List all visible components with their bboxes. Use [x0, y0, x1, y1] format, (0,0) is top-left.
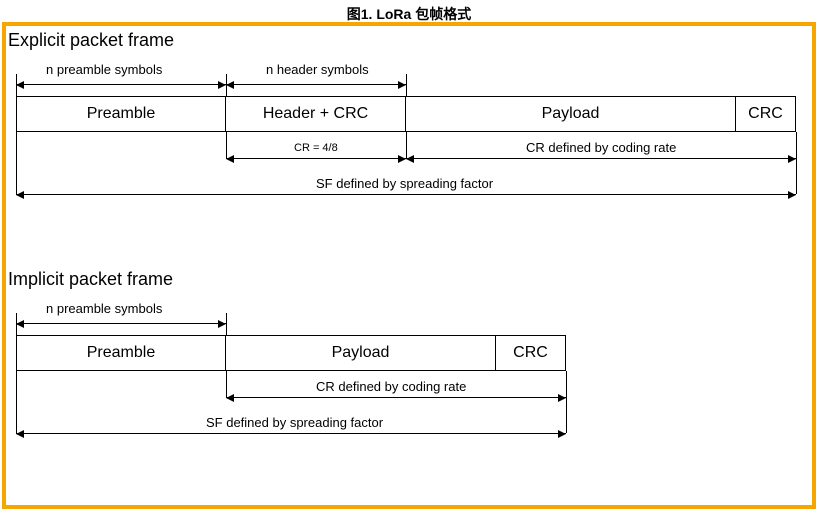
tick [406, 74, 407, 96]
tick [16, 132, 17, 194]
label-cr-coding: CR defined by coding rate [526, 140, 676, 155]
label-cr48: CR = 4/8 [294, 142, 338, 154]
implicit-title: Implicit packet frame [8, 269, 812, 290]
cell-crc: CRC [736, 96, 796, 132]
tick [16, 313, 17, 335]
cell-crc-imp: CRC [496, 335, 566, 371]
tick [226, 313, 227, 335]
arrow-sf-imp [16, 433, 566, 434]
label-sf-imp: SF defined by spreading factor [206, 415, 383, 430]
arrow-n-preamble-imp [16, 323, 226, 324]
explicit-diagram: Explicit packet frame n preamble symbols… [6, 30, 812, 265]
implicit-frame-row: Preamble Payload CRC [16, 335, 566, 371]
tick [16, 371, 17, 433]
arrow-cr48 [226, 158, 406, 159]
label-n-header: n header symbols [266, 62, 369, 77]
outer-frame: Explicit packet frame n preamble symbols… [2, 22, 816, 509]
tick [796, 132, 797, 158]
cell-payload-imp: Payload [226, 335, 496, 371]
arrow-cr-coding-imp [226, 397, 566, 398]
tick [566, 397, 567, 433]
cell-preamble-imp: Preamble [16, 335, 226, 371]
cell-preamble: Preamble [16, 96, 226, 132]
implicit-diagram: Implicit packet frame n preamble symbols… [6, 269, 812, 504]
arrow-n-header [226, 84, 406, 85]
label-sf: SF defined by spreading factor [316, 176, 493, 191]
label-cr-coding-imp: CR defined by coding rate [316, 379, 466, 394]
tick [16, 74, 17, 96]
tick [796, 158, 797, 194]
arrow-cr-coding [406, 158, 796, 159]
cell-payload: Payload [406, 96, 736, 132]
label-n-preamble-imp: n preamble symbols [46, 301, 162, 316]
arrow-n-preamble [16, 84, 226, 85]
tick [566, 371, 567, 397]
arrow-sf [16, 194, 796, 195]
explicit-frame-row: Preamble Header + CRC Payload CRC [16, 96, 796, 132]
cell-header-crc: Header + CRC [226, 96, 406, 132]
explicit-title: Explicit packet frame [8, 30, 812, 51]
label-n-preamble: n preamble symbols [46, 62, 162, 77]
